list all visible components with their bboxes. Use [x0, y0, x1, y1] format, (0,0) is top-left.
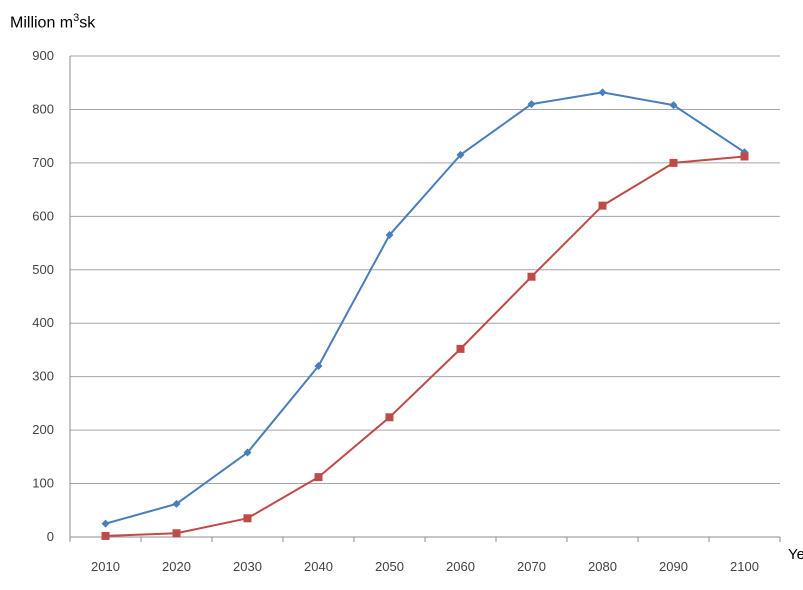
data-point	[243, 448, 252, 457]
x-tick-label: 2080	[588, 559, 617, 574]
data-point	[456, 344, 465, 353]
x-tick-label: 2040	[304, 559, 333, 574]
data-point	[314, 473, 323, 482]
y-tick-label: 900	[32, 48, 54, 63]
series-line	[105, 91, 746, 525]
y-axis-label: Million m3sk	[10, 12, 96, 32]
data-point	[243, 514, 252, 523]
data-point	[101, 531, 110, 540]
data-point	[527, 100, 536, 109]
data-point	[172, 499, 181, 508]
data-point	[740, 152, 749, 161]
x-tick-label: 2030	[233, 559, 262, 574]
x-tick-label: 2060	[446, 559, 475, 574]
x-tick-label: 2070	[517, 559, 546, 574]
data-point	[598, 201, 607, 210]
y-tick-label: 100	[32, 476, 54, 491]
x-tick-label: 2020	[162, 559, 191, 574]
data-point	[385, 231, 394, 240]
y-tick-label: 600	[32, 208, 54, 223]
data-point	[598, 88, 607, 97]
y-tick-label: 400	[32, 315, 54, 330]
y-tick-label: 500	[32, 262, 54, 277]
y-tick-label: 200	[32, 422, 54, 437]
x-axis-label: Ye	[788, 546, 803, 563]
y-tick-labels: 0 100 200 300 400 500 600 700 800 900	[32, 48, 54, 544]
data-series	[101, 88, 749, 540]
data-point	[314, 361, 323, 370]
data-point	[385, 413, 394, 422]
data-point	[456, 150, 465, 159]
x-tick-label: 2090	[659, 559, 688, 574]
data-point	[669, 158, 678, 167]
y-tick-label: 0	[47, 529, 54, 544]
data-point	[669, 101, 678, 110]
x-tick-label: 2100	[730, 559, 759, 574]
x-tick-labels: 2010 2020 2030 2040 2050 2060 2070 2080 2090 2100	[91, 559, 759, 574]
y-tick-label: 700	[32, 155, 54, 170]
gridlines	[70, 55, 780, 485]
data-point	[101, 519, 110, 528]
series-line	[105, 155, 745, 537]
axes	[69, 56, 781, 542]
x-tick-label: 2050	[375, 559, 404, 574]
data-point	[527, 272, 536, 281]
data-point	[172, 529, 181, 538]
y-tick-label: 300	[32, 369, 54, 384]
x-tick-label: 2010	[91, 559, 120, 574]
y-tick-label: 800	[32, 101, 54, 116]
